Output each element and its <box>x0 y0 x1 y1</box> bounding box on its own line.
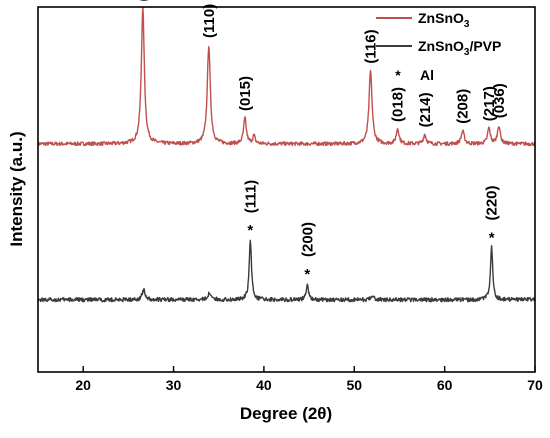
x-axis-ticks: 20 30 40 50 60 70 <box>75 366 543 393</box>
peak-label: (217) <box>481 86 498 121</box>
legend: ZnSnO3 ZnSnO3/PVP * Al <box>376 10 501 83</box>
legend-label-al: Al <box>420 67 434 83</box>
peak-label: (208) <box>455 89 472 124</box>
peak-label: (220) <box>484 185 501 220</box>
series-layer <box>37 6 536 303</box>
peak-label: (116) <box>363 29 380 63</box>
peak-label: (214) <box>417 92 434 127</box>
x-tick-label: 30 <box>166 377 182 393</box>
annotation-layer: (012) (110) (015) (116) (018) (214) (208) (217)… <box>135 0 508 283</box>
x-tick-label: 20 <box>75 377 91 393</box>
peak-label: (110) <box>201 4 218 38</box>
legend-label-znsno3: ZnSnO3 <box>418 10 470 30</box>
al-peak-marker: * <box>247 222 253 239</box>
x-tick-label: 70 <box>527 377 543 393</box>
x-tick-label: 40 <box>256 377 272 393</box>
series-line-1 <box>37 239 536 303</box>
x-axis-title: Degree (2θ) <box>240 404 332 423</box>
al-peak-marker: * <box>489 229 495 246</box>
peak-label: (111) <box>242 180 259 213</box>
peak-label: (012) <box>135 0 152 2</box>
peak-label: (015) <box>237 76 254 111</box>
y-axis-title: Intensity (a.u.) <box>7 131 26 246</box>
peak-label: (018) <box>390 87 407 122</box>
series-line-0 <box>37 6 536 147</box>
plot-frame <box>37 6 536 373</box>
al-peak-marker: * <box>304 266 310 283</box>
x-tick-label: 50 <box>346 377 362 393</box>
peak-label: (200) <box>299 222 316 257</box>
x-tick-label: 60 <box>437 377 453 393</box>
legend-label-znsno3-pvp: ZnSnO3/PVP <box>418 38 501 58</box>
peak-label: (036) <box>491 83 508 118</box>
legend-al-marker: * <box>395 67 401 83</box>
